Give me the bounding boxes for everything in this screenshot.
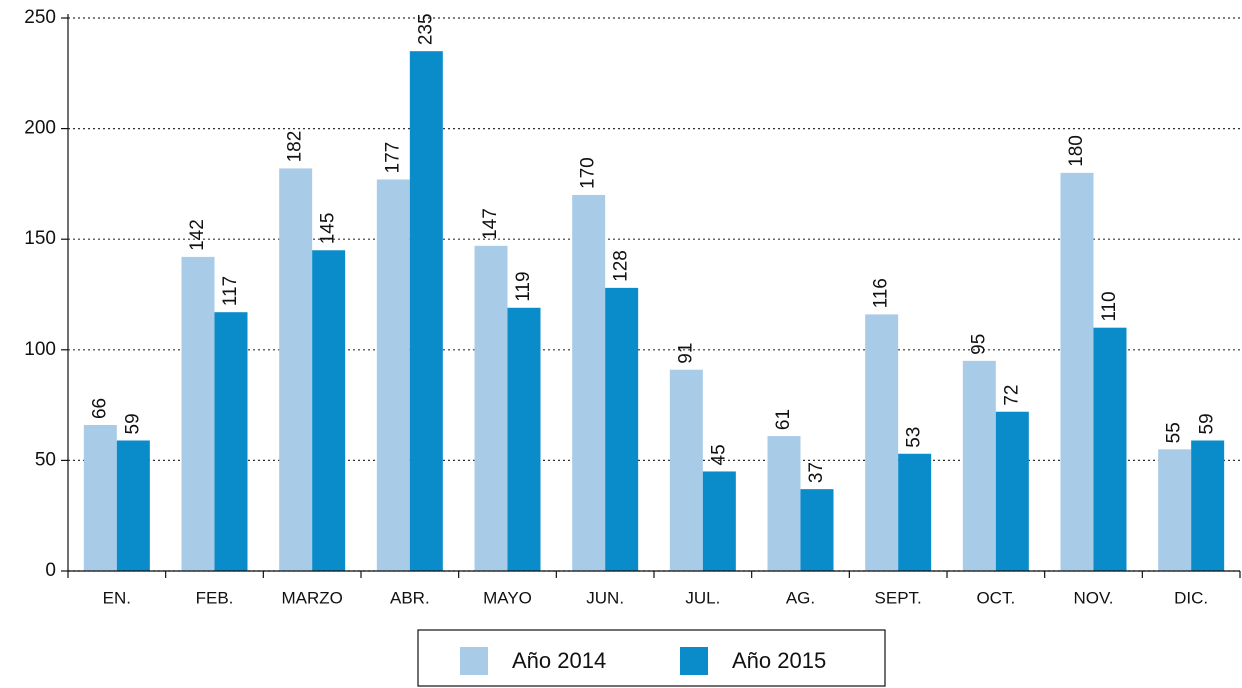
bar	[1093, 327, 1127, 571]
data-label: 110	[1099, 291, 1120, 321]
bar	[409, 51, 443, 572]
x-tick-label: ABR.	[390, 588, 430, 607]
legend-label: Año 2015	[732, 648, 826, 673]
x-tick-label: OCT.	[976, 588, 1015, 607]
bar	[116, 440, 150, 571]
data-label: 37	[806, 462, 827, 483]
data-label: 66	[89, 398, 110, 419]
bar	[474, 245, 508, 571]
y-tick-label: 50	[35, 449, 56, 470]
x-tick-label: AG.	[786, 588, 815, 607]
data-label: 91	[675, 343, 696, 364]
data-label: 170	[578, 157, 599, 189]
data-label: 180	[1066, 135, 1087, 167]
y-tick-label: 200	[24, 118, 56, 139]
y-tick-label: 100	[24, 339, 56, 360]
data-label: 177	[382, 142, 403, 174]
bar	[376, 179, 410, 571]
bar	[572, 194, 606, 571]
bar	[507, 307, 541, 571]
x-tick-label: MAYO	[483, 588, 532, 607]
data-label: 95	[968, 334, 989, 355]
bar	[1060, 172, 1094, 571]
data-label: 182	[285, 131, 306, 163]
bar	[800, 489, 834, 571]
data-label: 55	[1164, 422, 1185, 443]
data-label: 235	[415, 13, 436, 45]
data-label: 59	[1197, 413, 1218, 434]
bar	[83, 425, 117, 571]
x-tick-label: JUL.	[685, 588, 720, 607]
y-tick-label: 250	[24, 7, 56, 28]
data-label: 128	[611, 250, 632, 282]
x-tick-label: NOV.	[1073, 588, 1113, 607]
bar	[605, 287, 639, 571]
bar	[669, 369, 703, 571]
x-tick-label: FEB.	[196, 588, 234, 607]
data-label: 116	[871, 278, 892, 308]
data-label: 145	[318, 213, 339, 245]
bar	[1158, 449, 1192, 571]
legend-swatch	[460, 647, 488, 675]
data-label: 142	[187, 219, 208, 251]
x-tick-label: MARZO	[281, 588, 342, 607]
bar	[898, 453, 932, 571]
y-tick-label: 0	[45, 560, 56, 581]
bar	[181, 256, 215, 571]
data-label: 61	[773, 409, 794, 430]
bar	[279, 168, 313, 571]
data-label: 59	[122, 413, 143, 434]
data-label: 119	[513, 271, 534, 301]
data-label: 147	[480, 208, 501, 240]
bar	[865, 314, 899, 571]
bar	[214, 312, 248, 571]
bar	[1191, 440, 1225, 571]
bar	[702, 471, 736, 571]
x-tick-label: EN.	[103, 588, 131, 607]
data-label: 72	[1001, 385, 1022, 406]
bar	[767, 436, 801, 571]
y-tick-label: 150	[24, 228, 56, 249]
legend-label: Año 2014	[512, 648, 606, 673]
data-label: 117	[220, 276, 241, 306]
data-label: 45	[708, 444, 729, 465]
bar	[312, 250, 346, 571]
bar	[995, 411, 1029, 571]
bar	[962, 360, 996, 571]
x-tick-label: DIC.	[1174, 588, 1208, 607]
legend-swatch	[680, 647, 708, 675]
x-tick-label: SEPT.	[875, 588, 922, 607]
x-tick-label: JUN.	[586, 588, 624, 607]
data-label: 53	[904, 427, 925, 448]
legend-box	[417, 629, 886, 687]
